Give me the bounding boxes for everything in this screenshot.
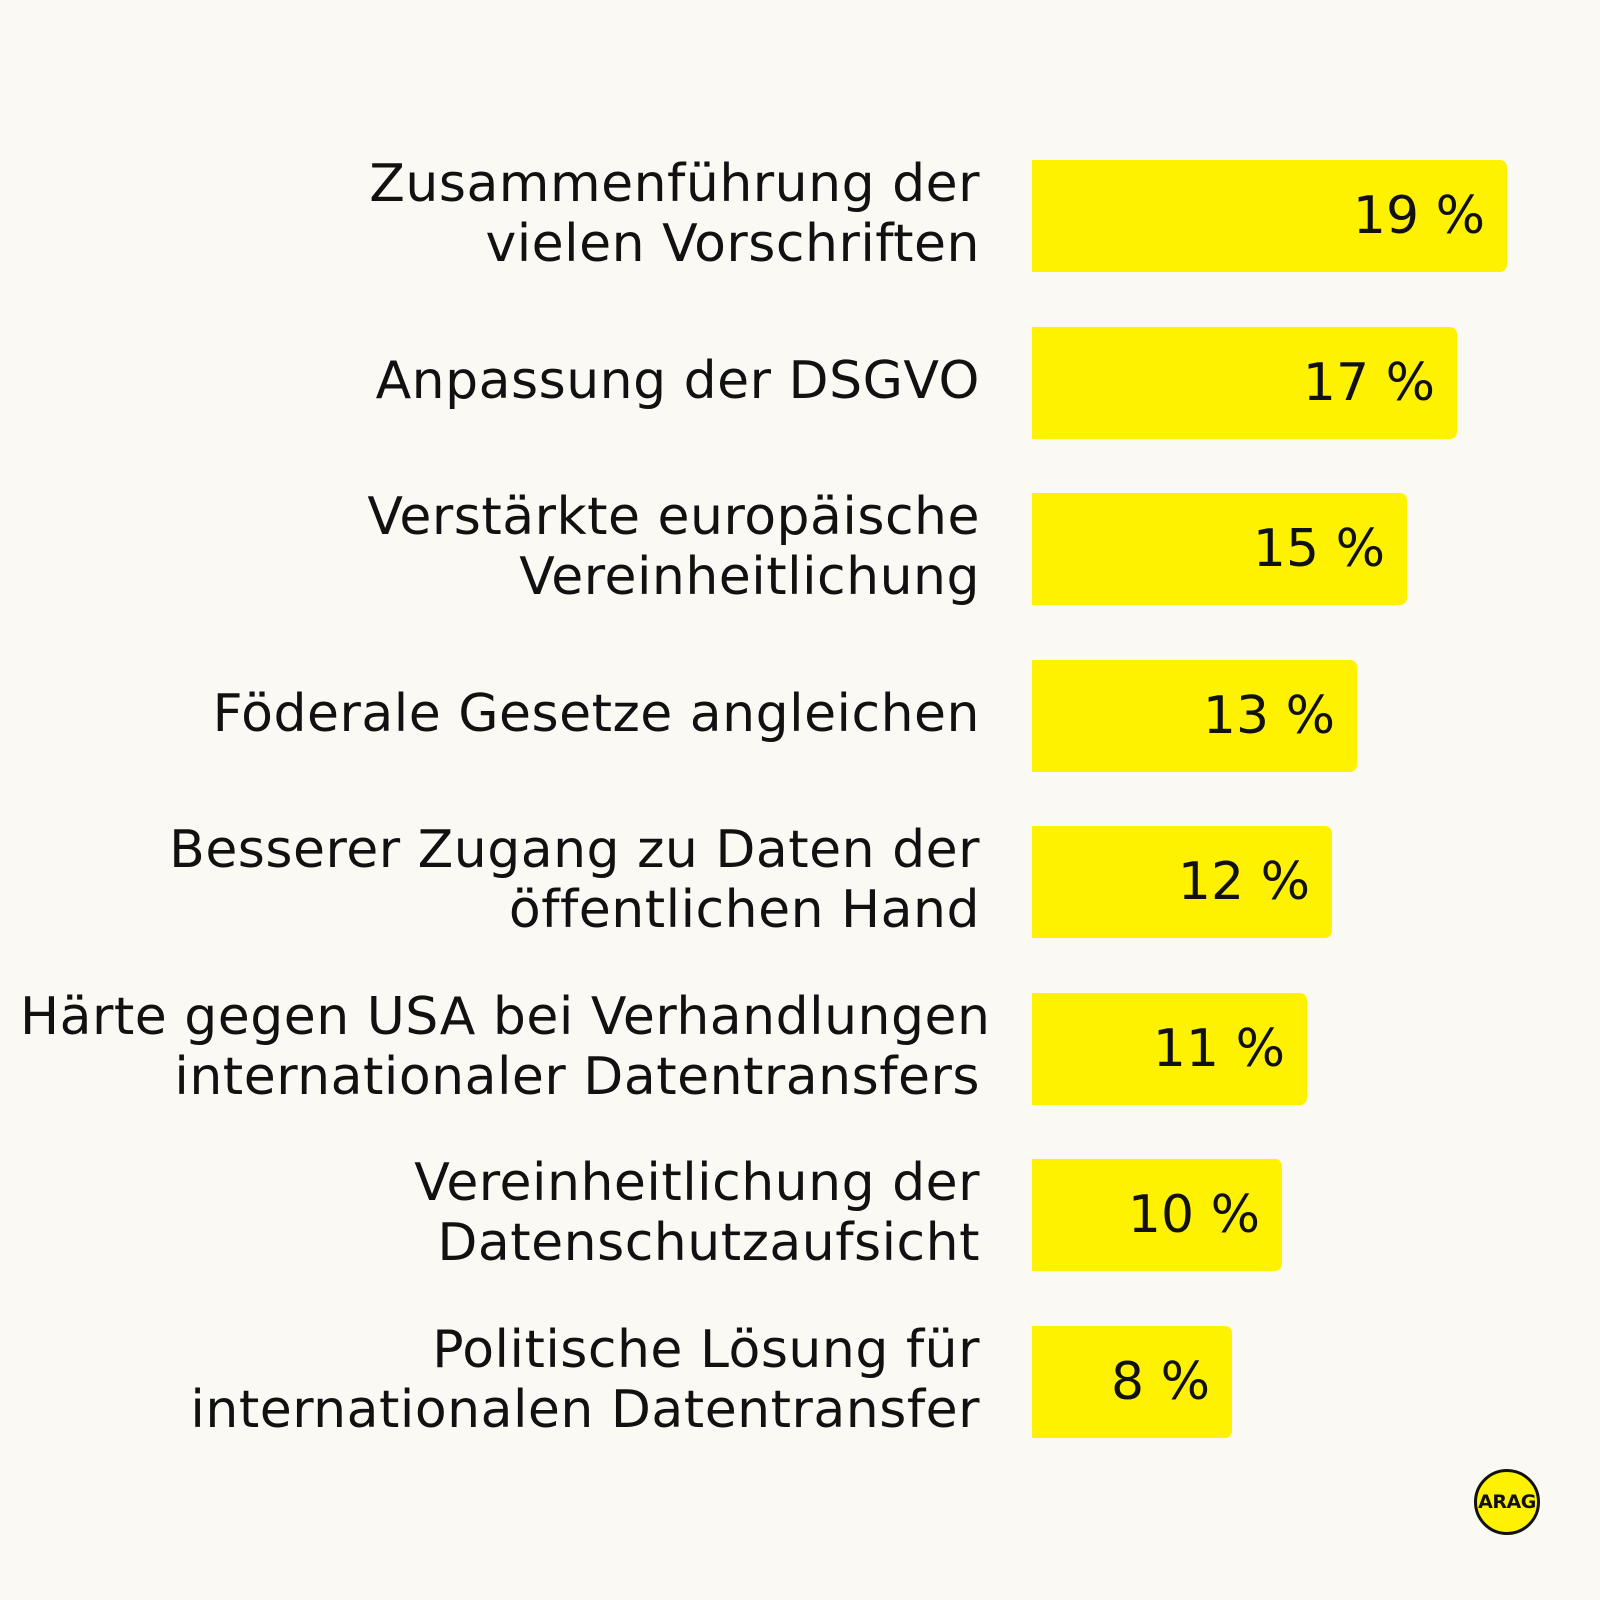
category-label-line: Verstärkte europäische bbox=[367, 487, 980, 547]
category-label-line: internationalen Datentransfer bbox=[190, 1380, 980, 1440]
category-label: Anpassung der DSGVO bbox=[20, 351, 980, 411]
value-label: 19 % bbox=[1352, 186, 1485, 246]
value-label: 12 % bbox=[1177, 852, 1310, 912]
value-label: 8 % bbox=[1110, 1352, 1210, 1412]
category-label-line: internationaler Datentransfers bbox=[174, 1047, 980, 1107]
category-label: Vereinheitlichung der Datenschutzaufsicht bbox=[20, 1153, 980, 1273]
category-label-line: Vereinheitlichung bbox=[519, 547, 980, 607]
bar bbox=[1032, 993, 1307, 1105]
bar bbox=[1032, 1159, 1282, 1271]
bar bbox=[1032, 660, 1357, 772]
value-label: 15 % bbox=[1252, 519, 1385, 579]
category-label-line: Härte gegen USA bei Verhandlungen bbox=[20, 987, 991, 1047]
bar bbox=[1032, 493, 1407, 605]
category-label: Besserer Zugang zu Daten der öffentlichen… bbox=[20, 820, 980, 940]
logo-text: ARAG bbox=[1478, 1491, 1536, 1513]
value-label: 13 % bbox=[1202, 686, 1335, 746]
category-label: Zusammenführung der vielen Vorschriften bbox=[20, 154, 980, 274]
value-label: 17 % bbox=[1302, 353, 1435, 413]
value-label: 10 % bbox=[1127, 1185, 1260, 1245]
bar bbox=[1032, 1326, 1232, 1438]
bar bbox=[1032, 826, 1332, 938]
value-label: 11 % bbox=[1152, 1019, 1285, 1079]
category-label: Härte gegen USA bei Verhandlungen interna… bbox=[20, 987, 991, 1107]
category-label-line: Föderale Gesetze angleichen bbox=[212, 684, 980, 744]
category-label-line: Anpassung der DSGVO bbox=[375, 351, 980, 411]
category-label-line: Vereinheitlichung der bbox=[414, 1153, 980, 1213]
category-label-line: Besserer Zugang zu Daten der bbox=[169, 820, 980, 880]
category-label-line: Zusammenführung der bbox=[369, 154, 980, 214]
category-label-line: öffentlichen Hand bbox=[508, 880, 980, 940]
category-label: Verstärkte europäische Vereinheitlichung bbox=[20, 487, 980, 607]
bar bbox=[1032, 160, 1507, 272]
category-label: Föderale Gesetze angleichen bbox=[20, 684, 980, 744]
category-label: Politische Lösung für internationalen Dat… bbox=[20, 1320, 980, 1440]
bar bbox=[1032, 327, 1457, 439]
category-label-line: Politische Lösung für bbox=[432, 1320, 980, 1380]
arag-logo: ARAG bbox=[1474, 1469, 1540, 1535]
category-label-line: vielen Vorschriften bbox=[485, 214, 980, 274]
category-label-line: Datenschutzaufsicht bbox=[437, 1213, 980, 1273]
